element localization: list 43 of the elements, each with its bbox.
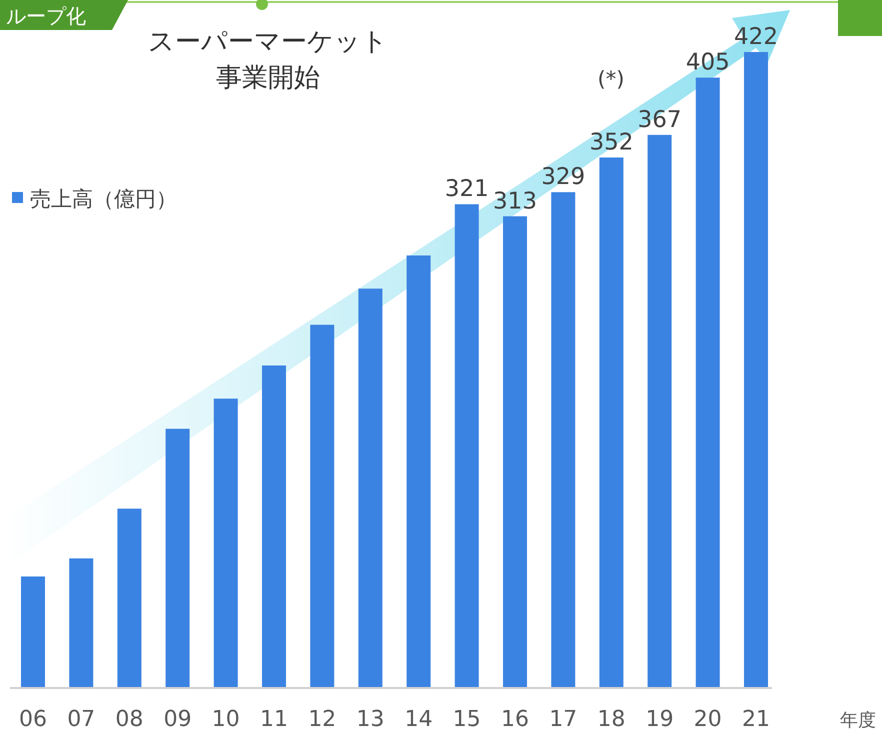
bar	[551, 192, 576, 688]
x-tick-label: 14	[404, 707, 433, 730]
bar	[166, 428, 190, 688]
legend-label: 売上高（億円）	[30, 187, 177, 211]
bar	[117, 508, 142, 688]
data-label: 321	[444, 176, 489, 202]
data-label: 352	[589, 130, 634, 156]
data-label: 313	[493, 188, 537, 214]
bar	[262, 365, 286, 688]
x-tick-label: 10	[212, 707, 240, 730]
annotation: (*)	[598, 67, 624, 91]
bar	[21, 576, 45, 688]
x-tick-label: 11	[260, 707, 288, 730]
x-tick-label: 19	[646, 707, 674, 730]
bar	[406, 255, 431, 688]
text: ループ化	[6, 4, 86, 28]
x-axis-title: 年度	[840, 710, 876, 730]
bar	[214, 398, 238, 688]
bar	[358, 288, 382, 688]
x-tick-label: 08	[115, 707, 144, 730]
x-tick-label: 12	[308, 707, 336, 730]
x-tick-label: 09	[164, 707, 192, 730]
x-tick-label: 06	[19, 707, 47, 730]
annotation: 事業開始	[216, 63, 320, 93]
x-tick-label: 07	[67, 707, 96, 730]
data-label: 367	[638, 106, 682, 133]
x-tick-label: 13	[356, 707, 384, 730]
x-tick-label: 16	[501, 707, 529, 730]
bar	[744, 52, 768, 688]
x-tick-label: 21	[742, 707, 770, 730]
bar	[503, 216, 527, 688]
x-tick-label: 17	[549, 707, 578, 730]
bar	[310, 324, 334, 688]
bar	[696, 78, 720, 688]
bar	[69, 558, 94, 688]
x-tick-label: 20	[694, 707, 722, 730]
bar	[648, 134, 672, 688]
data-label: 329	[541, 164, 586, 190]
bar	[599, 158, 624, 688]
bar	[454, 204, 479, 688]
x-tick-label: 18	[597, 707, 626, 730]
x-tick-label: 15	[452, 707, 481, 730]
annotation: スーパーマーケット	[148, 27, 388, 57]
